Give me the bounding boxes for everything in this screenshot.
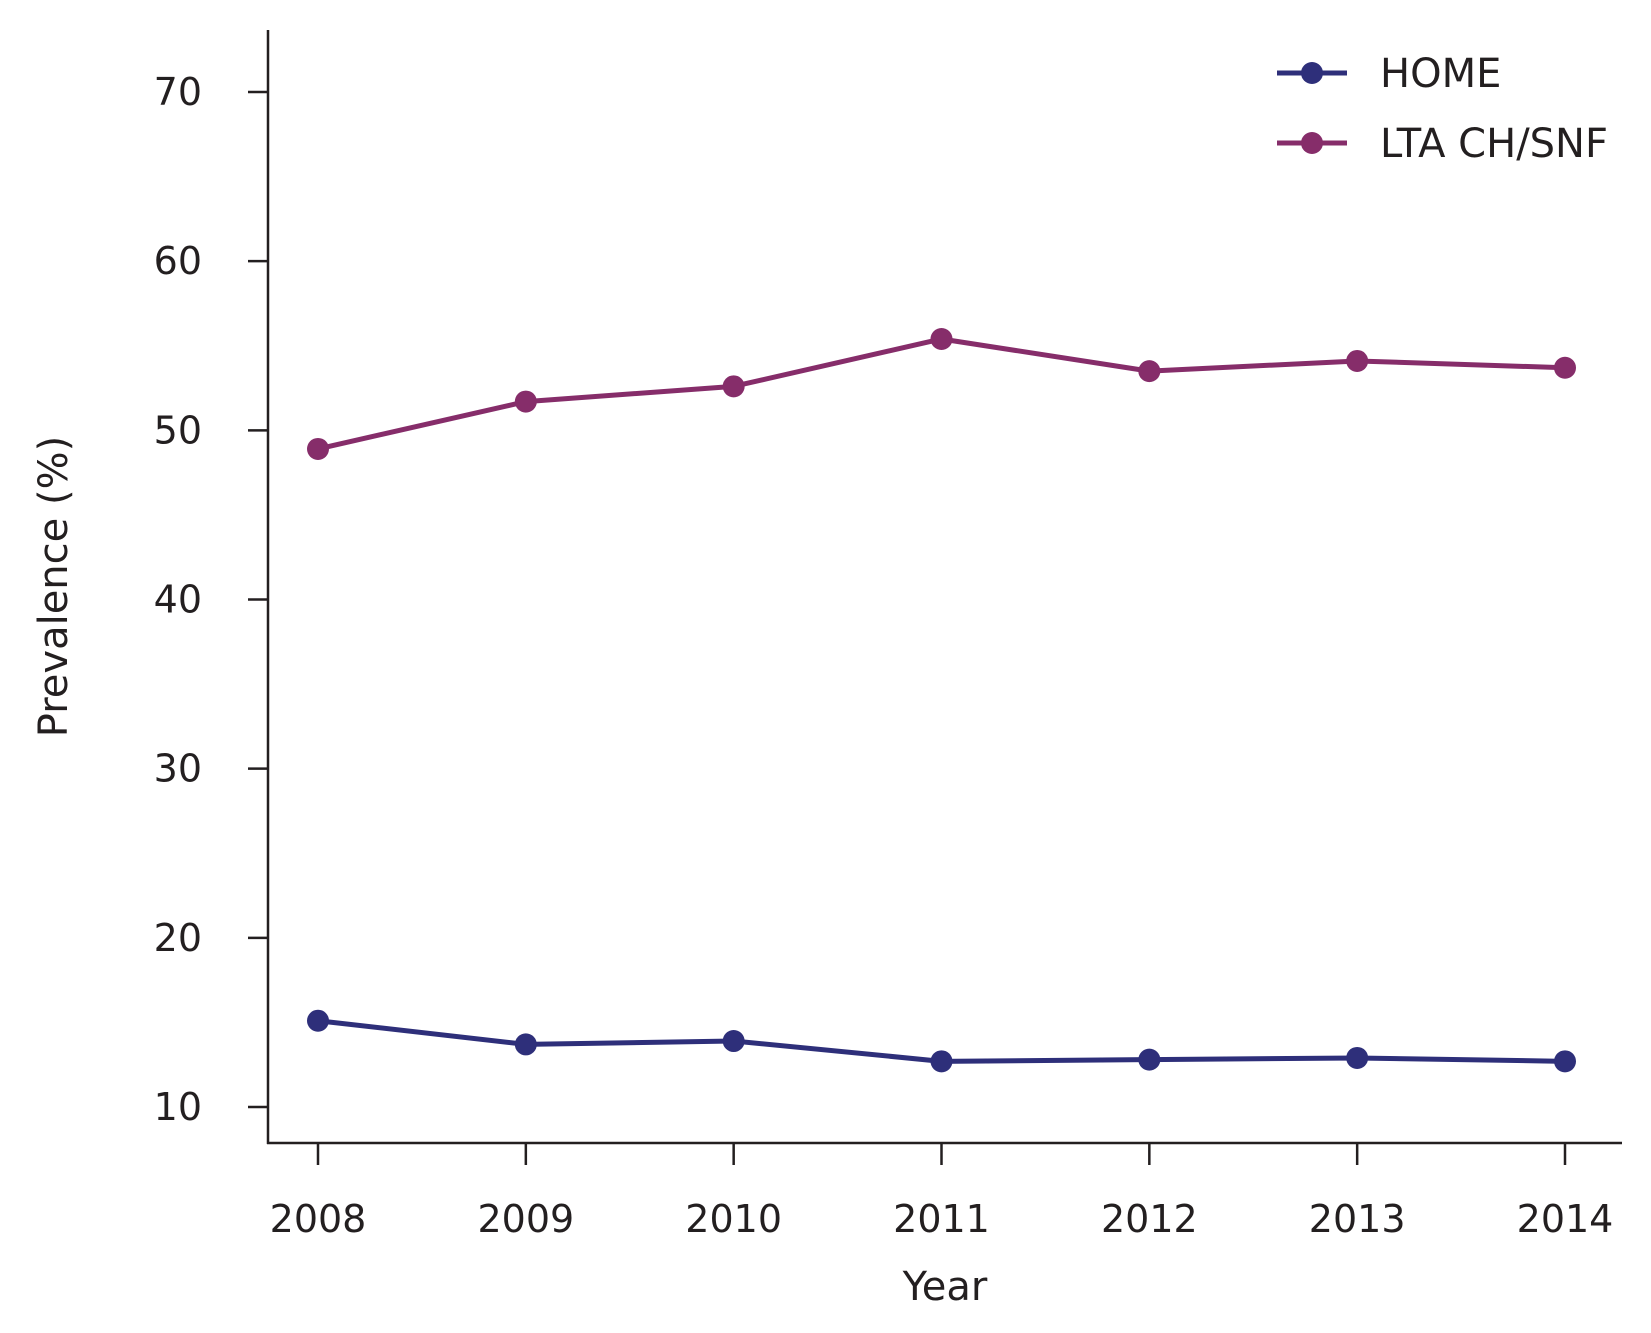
legend-label: HOME bbox=[1380, 51, 1501, 97]
x-tick-label: 2010 bbox=[685, 1197, 782, 1241]
axes: 10 20 30 40 50 60 70 2008 2009 2010 2011 2012 2013 20… bbox=[154, 30, 1622, 1241]
y-tick-label: 60 bbox=[154, 239, 202, 283]
y-tick-label: 40 bbox=[154, 578, 202, 622]
x-tick-label: 2014 bbox=[1517, 1197, 1614, 1241]
y-tick-label: 30 bbox=[154, 747, 202, 791]
legend-item: HOME bbox=[1277, 51, 1501, 97]
data-point bbox=[722, 1030, 745, 1053]
legend-marker bbox=[1301, 132, 1323, 154]
data-point bbox=[307, 437, 329, 460]
legend-label: LTA CH/SNF bbox=[1380, 121, 1608, 167]
data-point bbox=[930, 1050, 953, 1073]
x-tick-label: 2012 bbox=[1101, 1197, 1198, 1241]
series-layer bbox=[307, 327, 1576, 1073]
data-point bbox=[1346, 1046, 1369, 1069]
y-tick-label: 10 bbox=[154, 1085, 202, 1129]
y-tick-label: 70 bbox=[154, 70, 202, 114]
data-point bbox=[1138, 360, 1161, 383]
series-2 bbox=[307, 327, 1576, 460]
data-point bbox=[307, 1009, 329, 1032]
x-tick-label: 2013 bbox=[1309, 1197, 1406, 1241]
series-1 bbox=[307, 1009, 1576, 1073]
legend-item: LTA CH/SNF bbox=[1277, 121, 1608, 167]
series-line bbox=[317, 336, 1566, 452]
x-tick-label: 2011 bbox=[893, 1197, 990, 1241]
x-axis-title: Year bbox=[902, 1264, 988, 1310]
data-point bbox=[1346, 349, 1369, 372]
y-axis-title: Prevalence (%) bbox=[31, 436, 77, 737]
data-point bbox=[1554, 356, 1576, 379]
legend-marker bbox=[1301, 62, 1323, 84]
data-point bbox=[722, 375, 745, 398]
x-tick-label: 2008 bbox=[270, 1197, 367, 1241]
y-tick-label: 20 bbox=[154, 916, 202, 960]
y-tick-label: 50 bbox=[154, 408, 202, 452]
data-point bbox=[930, 327, 953, 350]
data-point bbox=[1138, 1048, 1161, 1071]
x-tick-label: 2009 bbox=[477, 1197, 574, 1241]
data-point bbox=[1554, 1050, 1576, 1073]
data-point bbox=[514, 390, 537, 413]
data-point bbox=[514, 1033, 537, 1056]
legend: HOME LTA CH/SNF bbox=[1277, 51, 1608, 167]
